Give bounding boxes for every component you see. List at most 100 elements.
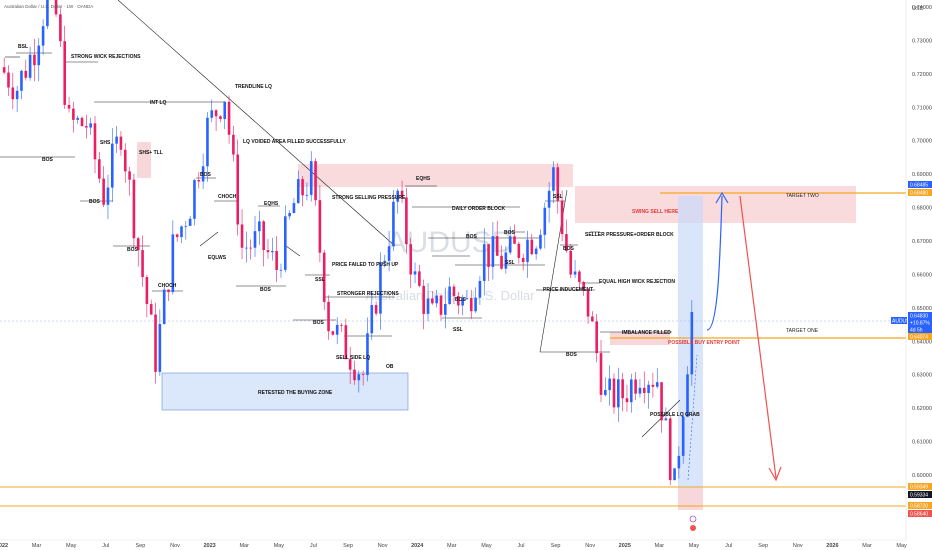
price-axis-currency: USD bbox=[912, 6, 924, 12]
price-axis[interactable]: USD 0.74000 0.73000 0.72000 0.71000 0.70000 0… bbox=[905, 0, 932, 540]
ann-bos-5: BOS bbox=[260, 287, 272, 293]
candle-body bbox=[452, 286, 456, 296]
price-tick-label: 0.67000 bbox=[912, 239, 932, 245]
time-tick-label: 2024 bbox=[411, 543, 424, 549]
candle-body bbox=[560, 200, 564, 235]
candle-body bbox=[85, 125, 88, 128]
price-tick-label: 0.66000 bbox=[912, 272, 932, 278]
earnings-icon[interactable] bbox=[690, 525, 696, 531]
candle-body bbox=[478, 280, 482, 298]
buying-zone[interactable] bbox=[161, 372, 409, 411]
candle-body bbox=[41, 26, 45, 46]
candle-body bbox=[89, 123, 92, 128]
projection-down-arrow[interactable] bbox=[739, 195, 777, 479]
ann-ssl-3: SSL bbox=[453, 327, 463, 333]
ann-swing-sell: SWING SELL HERE bbox=[632, 209, 679, 215]
candle-body bbox=[223, 101, 227, 120]
candle-body bbox=[435, 295, 438, 304]
time-tick-label: Nov bbox=[585, 543, 595, 549]
candle-body bbox=[353, 369, 356, 381]
candle-body bbox=[604, 390, 607, 395]
time-tick-label: 2025 bbox=[619, 543, 631, 549]
candle-body bbox=[595, 321, 598, 354]
candle-body bbox=[508, 236, 512, 253]
ann-daily-ob: DAILY ORDER BLOCK bbox=[452, 206, 505, 212]
ann-bos-3: BOS bbox=[127, 247, 139, 253]
time-tick-label: Mar bbox=[655, 543, 665, 549]
candle-body bbox=[612, 378, 616, 408]
shs-zone[interactable] bbox=[137, 142, 151, 178]
candle-body bbox=[504, 252, 508, 269]
candle-body bbox=[115, 136, 118, 144]
candle-body bbox=[309, 161, 313, 195]
time-tick-label: Sep bbox=[136, 543, 146, 549]
candle-body bbox=[327, 301, 330, 332]
time-tick-label: Sep bbox=[758, 543, 768, 549]
price-tick-label: 0.60000 bbox=[912, 473, 932, 479]
candle-body bbox=[582, 281, 586, 290]
ann-sell-side-lq: SELL SIDE LQ bbox=[336, 355, 370, 361]
candle-body bbox=[158, 323, 162, 372]
price-tick-label: 0.73000 bbox=[912, 38, 932, 44]
ann-choch-1: CHOCH bbox=[158, 283, 177, 289]
swing-sell-zone[interactable] bbox=[575, 186, 856, 223]
ann-price-inducement: PRICE INDUCEMENT bbox=[543, 287, 593, 293]
candle-body bbox=[387, 246, 391, 261]
candle-body bbox=[219, 116, 222, 120]
time-axis[interactable]: 2022 Mar May Jul Sep Nov 2023 Mar May Jul Sep Nov 20… bbox=[0, 539, 907, 549]
candle-body bbox=[517, 243, 521, 258]
ann-bos-9: BOS bbox=[455, 297, 467, 303]
ann-bos-8: BOS bbox=[504, 230, 516, 236]
candle-body bbox=[534, 248, 538, 255]
price-tick-label: 0.68000 bbox=[912, 206, 932, 212]
candle-body bbox=[162, 289, 166, 324]
time-tick-label: Jul bbox=[310, 543, 317, 549]
candle-body bbox=[681, 416, 685, 456]
price-tags: AUDUSD 0.64830 +10.87% 4d 5h 0.64074 0.6… bbox=[891, 181, 932, 518]
candle-body bbox=[59, 14, 62, 42]
candle-body bbox=[547, 190, 551, 208]
sell-zone-top[interactable] bbox=[298, 164, 573, 187]
price-tick-label: 0.71000 bbox=[912, 105, 932, 111]
candle-body bbox=[37, 45, 41, 66]
candle-body bbox=[167, 289, 170, 293]
candle-body bbox=[227, 101, 231, 135]
candle-body bbox=[444, 303, 447, 315]
candle-body bbox=[171, 234, 175, 293]
candle-body bbox=[132, 179, 136, 239]
candle-body bbox=[625, 398, 629, 403]
candle-body bbox=[288, 213, 291, 217]
candle-body bbox=[63, 41, 67, 105]
time-tick-label: May bbox=[481, 543, 492, 549]
time-tick-label: 2022 bbox=[0, 543, 8, 549]
stop-zone[interactable] bbox=[678, 488, 703, 510]
time-tick-label: Sep bbox=[343, 543, 353, 549]
time-tick-label: May bbox=[274, 543, 285, 549]
ann-strong-selling: STRONG SELLING PRESSURE bbox=[332, 195, 406, 201]
candle-body bbox=[106, 187, 110, 205]
candle-body bbox=[461, 298, 464, 306]
candle-body bbox=[210, 110, 214, 118]
candle-body bbox=[318, 200, 322, 253]
candle-body bbox=[296, 179, 300, 204]
projection-up-arrow[interactable] bbox=[706, 195, 723, 331]
low-tag-a: 0.59349 bbox=[910, 485, 928, 491]
candle-body bbox=[149, 304, 153, 315]
candle-body bbox=[175, 234, 179, 238]
time-tick-label: 2023 bbox=[203, 543, 215, 549]
ann-bos-6: BOS bbox=[313, 320, 325, 326]
candle-body bbox=[206, 117, 209, 167]
ann-possible-lq: POSSIBLE LQ GRAB bbox=[650, 412, 700, 418]
price-tick-label: 0.64000 bbox=[912, 339, 932, 345]
candle-body bbox=[668, 418, 672, 481]
symbol-header: Australian Dollar / U.S. Dollar · 1W · O… bbox=[4, 4, 93, 9]
candle-body bbox=[180, 226, 183, 238]
candle-body bbox=[660, 382, 663, 421]
candle-body bbox=[530, 239, 534, 255]
candle-body bbox=[361, 374, 365, 376]
projection-layer bbox=[687, 191, 782, 482]
candle-body bbox=[188, 218, 192, 226]
event-icon[interactable] bbox=[689, 515, 697, 523]
candle-body bbox=[201, 166, 205, 182]
